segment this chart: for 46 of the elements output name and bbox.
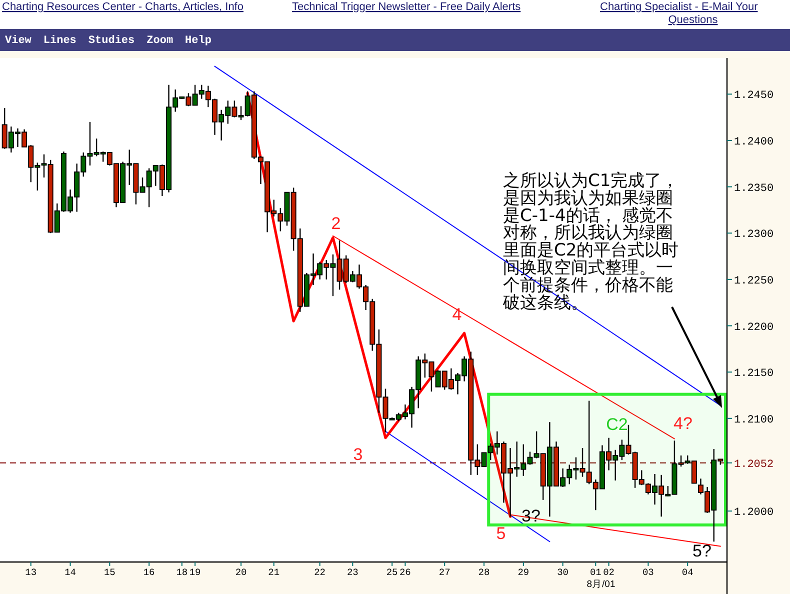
annotation: 5 — [496, 524, 506, 543]
x-tick-label: 29 — [518, 567, 530, 578]
x-tick-label: 28 — [478, 567, 490, 578]
y-tick-label: 1.2100 — [734, 414, 774, 426]
y-tick-label: 1.2400 — [734, 136, 774, 148]
y-tick-label: 1.2350 — [734, 182, 774, 195]
x-tick-label: 01 — [590, 567, 602, 578]
x-tick-label: 27 — [438, 567, 450, 578]
annotation: 4 — [452, 305, 462, 324]
text: View — [5, 35, 32, 47]
y-tick-label: 1.2200 — [734, 322, 774, 334]
y-tick-label: 1.2150 — [734, 368, 774, 380]
y-tick-label: 1.2000 — [734, 507, 774, 520]
y-tick-label: 1.2300 — [734, 229, 774, 242]
text: Zoom — [146, 35, 174, 47]
text: Technical Trigger Newsletter - Free Daily Alerts — [292, 1, 522, 13]
text: Help — [185, 35, 212, 47]
x-tick-label: 22 — [314, 567, 326, 578]
x-tick-label: 15 — [104, 567, 116, 578]
text: Lines — [43, 35, 76, 47]
x-tick-label: 25 — [386, 567, 398, 578]
x-tick-label: 16 — [143, 567, 156, 578]
annotation: 2 — [331, 214, 341, 233]
x-tick-label: 19 — [189, 567, 202, 578]
annotation: C2 — [606, 415, 628, 434]
x-tick-label: 14 — [64, 567, 76, 578]
ref-line-label: 1.2052 — [734, 458, 774, 471]
annotation: 5? — [692, 542, 712, 561]
x-tick-label: 13 — [25, 567, 37, 578]
x-tick-label: 02 — [603, 567, 615, 578]
annotation: 4? — [674, 414, 692, 433]
x-tick-label: 23 — [346, 567, 359, 578]
x-tick-label: 20 — [235, 567, 248, 578]
text: Charting Resources Center - Charts, Articles, Info — [2, 1, 244, 13]
text: 8月/01 — [586, 579, 616, 590]
y-tick-label: 1.2450 — [734, 90, 774, 102]
x-tick-label: 04 — [682, 567, 694, 578]
x-tick-label: 18 — [176, 567, 188, 578]
x-tick-label: 26 — [400, 567, 412, 578]
annotation: 3 — [353, 445, 363, 464]
text: Charting Specialist - E-Mail Your Questions — [600, 1, 758, 26]
x-tick-label: 03 — [642, 567, 654, 578]
y-tick-label: 1.2250 — [734, 275, 774, 288]
x-tick-label: 30 — [557, 567, 569, 578]
x-tick-label: 21 — [268, 567, 280, 578]
text: Studies — [88, 35, 135, 47]
